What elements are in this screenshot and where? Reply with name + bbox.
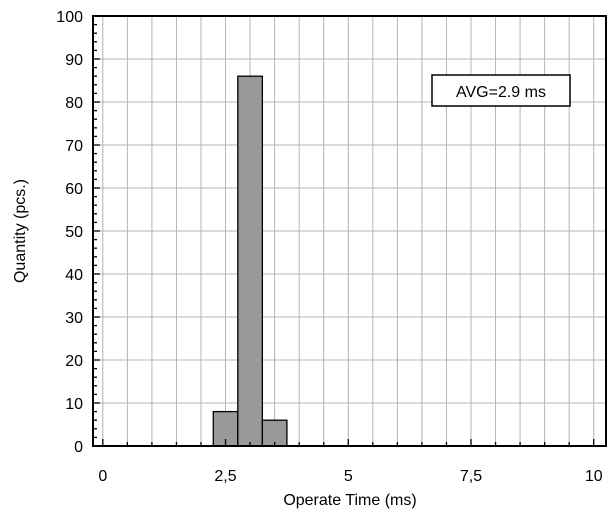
histogram-bar: [237, 75, 264, 447]
bars: [212, 75, 288, 447]
y-tick-label: 0: [74, 439, 83, 456]
x-tick-label: 10: [585, 468, 603, 485]
y-tick-label: 90: [65, 52, 83, 69]
y-tick-label: 70: [65, 138, 83, 155]
x-tick-label: 0: [98, 468, 107, 485]
avg-annotation-box: [431, 74, 571, 107]
avg-annotation-text: AVG=2.9 ms: [456, 84, 546, 101]
y-tick-label: 10: [65, 396, 83, 413]
x-tick-label: 7,5: [460, 468, 482, 485]
avg-annotation: AVG=2.9 ms: [431, 74, 571, 107]
x-tick-label: 2,5: [214, 468, 236, 485]
y-tick-labels: 0 10 20 30 40 50 60 70 80 90 100: [56, 9, 83, 456]
y-tick-label: 100: [56, 9, 83, 26]
y-tick-label: 80: [65, 95, 83, 112]
y-tick-label: 20: [65, 353, 83, 370]
x-axis-label: Operate Time (ms): [283, 492, 416, 509]
axis-ticks: [93, 23, 595, 446]
y-tick-label: 30: [65, 310, 83, 327]
y-tick-label: 60: [65, 181, 83, 198]
y-axis-label: Quantity (pcs.): [12, 179, 29, 283]
y-tick-label: 40: [65, 267, 83, 284]
y-tick-label: 50: [65, 224, 83, 241]
x-tick-label: 5: [344, 468, 353, 485]
x-tick-labels: 0 2,5 5 7,5 10: [98, 468, 602, 485]
histogram-bar: [261, 419, 288, 447]
